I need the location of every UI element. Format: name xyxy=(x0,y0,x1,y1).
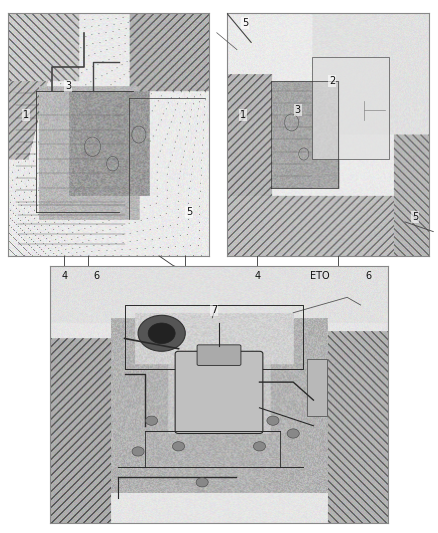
Text: 6: 6 xyxy=(365,271,371,281)
Text: 6: 6 xyxy=(93,271,99,281)
Text: ETO: ETO xyxy=(310,271,330,281)
Text: 4: 4 xyxy=(254,271,260,281)
Text: 4: 4 xyxy=(61,271,67,281)
